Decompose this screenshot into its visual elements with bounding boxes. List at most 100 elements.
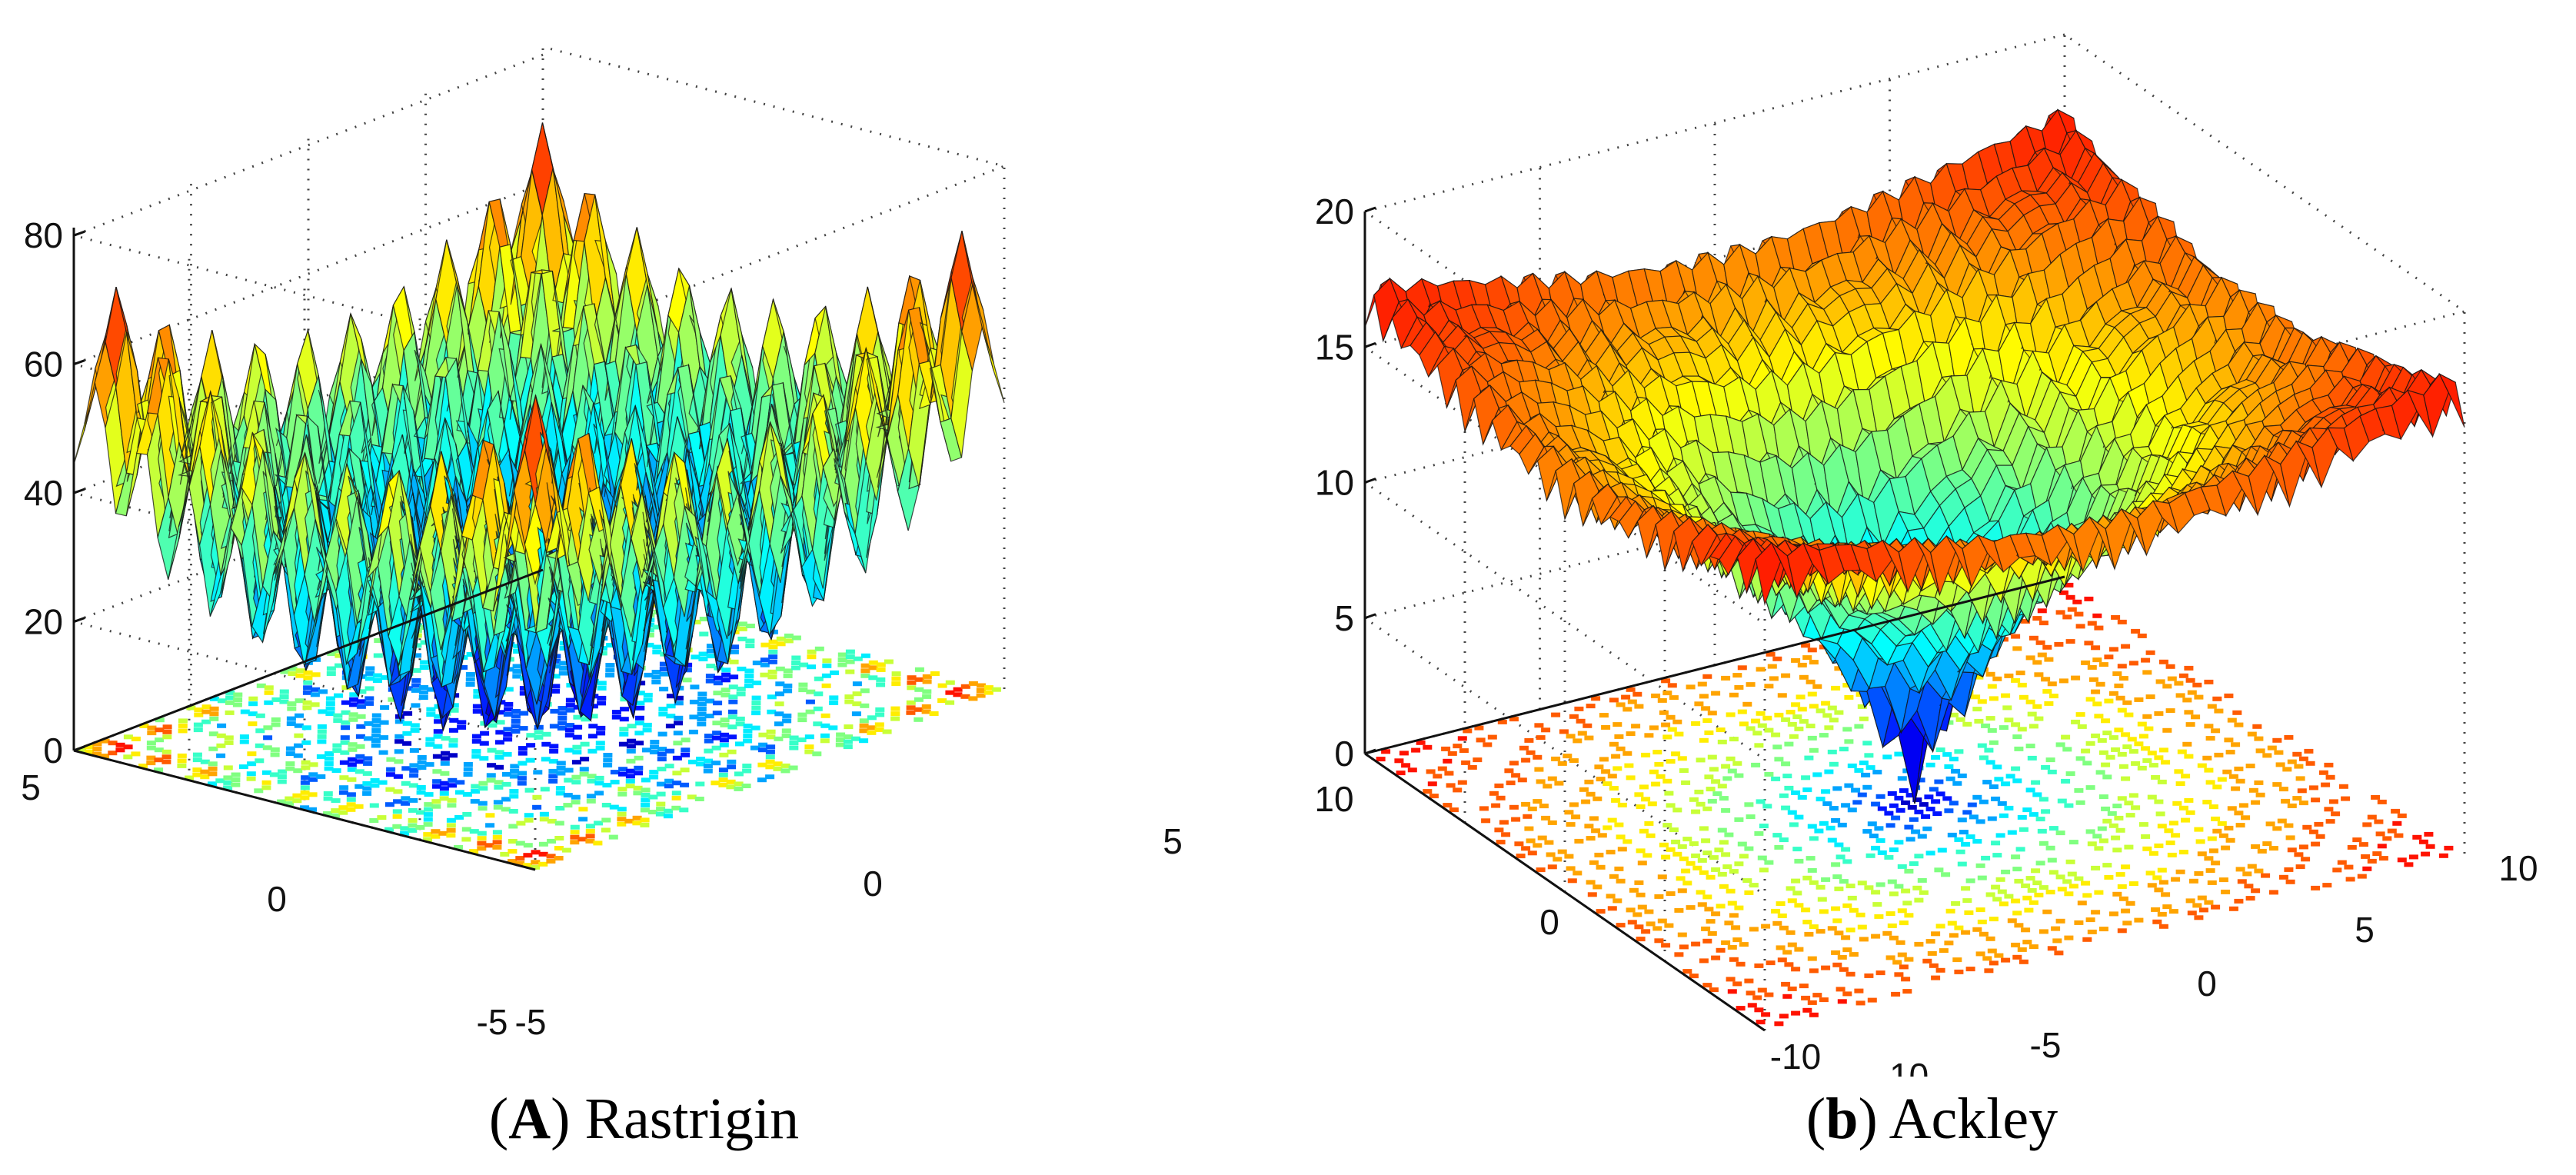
contour-mark: [1607, 817, 1617, 823]
contour-mark: [2158, 747, 2168, 753]
contour-mark: [1999, 901, 2009, 907]
contour-mark: [757, 777, 767, 783]
contour-mark: [2114, 815, 2124, 821]
contour-mark: [303, 680, 313, 685]
contour-mark: [2039, 797, 2048, 802]
contour-mark: [2131, 805, 2141, 811]
contour-mark: [1407, 767, 1417, 773]
contour-mark: [2019, 827, 2029, 832]
contour-mark: [874, 727, 884, 732]
contour-mark: [285, 801, 295, 807]
contour-mark: [2092, 657, 2102, 663]
contour-mark: [1877, 850, 1887, 855]
contour-mark: [2091, 689, 2101, 694]
contour-mark: [1827, 837, 1837, 843]
contour-mark: [1589, 860, 1599, 865]
contour-mark: [2087, 664, 2097, 670]
contour-mark: [2075, 756, 2085, 761]
contour-mark: [588, 704, 598, 709]
contour-mark: [1429, 794, 1439, 799]
contour-mark: [248, 701, 258, 707]
contour-mark: [303, 685, 313, 691]
contour-mark: [1734, 861, 1744, 867]
contour-mark: [503, 731, 513, 737]
x-axis: [73, 749, 536, 871]
contour-mark: [354, 769, 364, 774]
contour-mark: [1831, 817, 1841, 823]
contour-mark: [2301, 857, 2311, 862]
contour-mark: [432, 779, 442, 784]
contour-mark: [2207, 836, 2217, 841]
contour-mark: [2338, 784, 2348, 789]
contour-mark: [2082, 761, 2092, 766]
contour-mark: [248, 721, 258, 727]
contour-mark: [2108, 647, 2118, 652]
contour-mark: [721, 672, 731, 677]
contour-mark: [1794, 947, 1804, 952]
contour-mark: [720, 732, 730, 737]
contour-mark: [308, 762, 318, 767]
contour-mark: [371, 723, 381, 728]
contour-mark: [1794, 903, 1804, 908]
contour-mark: [2012, 954, 2022, 960]
contour-mark: [355, 734, 365, 739]
contour-mark: [891, 671, 901, 677]
contour-mark: [394, 749, 404, 754]
contour-mark: [339, 775, 349, 781]
contour-mark: [2152, 875, 2162, 880]
contour-mark: [1977, 875, 1987, 880]
contour-mark: [1736, 1006, 1746, 1011]
contour-mark: [431, 799, 441, 804]
contour-mark: [729, 674, 739, 680]
contour-mark: [557, 706, 567, 711]
contour-mark: [478, 786, 488, 791]
contour-mark: [681, 737, 691, 743]
contour-mark: [712, 711, 722, 716]
contour-mark: [292, 798, 302, 804]
contour-mark: [1975, 819, 1985, 824]
contour-mark: [2091, 733, 2101, 738]
contour-mark: [200, 769, 210, 774]
contour-mark: [1964, 910, 1974, 915]
contour-mark: [734, 786, 744, 791]
contour-mark: [914, 677, 924, 682]
contour-mark: [2302, 824, 2312, 830]
contour-mark: [2231, 786, 2241, 791]
contour-mark: [737, 621, 747, 627]
contour-mark: [2084, 596, 2094, 601]
contour-mark: [1819, 733, 1829, 738]
contour-mark: [711, 781, 721, 786]
contour-mark: [1941, 872, 1951, 877]
contour-mark: [557, 721, 567, 726]
contour-mark: [1519, 745, 1529, 751]
contour-mark: [513, 649, 523, 654]
contour-mark: [868, 660, 878, 665]
contour-mark: [1901, 888, 1911, 894]
contour-mark: [201, 719, 211, 724]
contour-mark: [721, 692, 731, 697]
contour-mark: [1514, 841, 1524, 847]
contour-mark: [1994, 777, 2004, 782]
contour-mark: [1862, 741, 1872, 746]
contour-mark: [1657, 918, 1667, 924]
contour-mark: [201, 709, 211, 714]
contour-mark: [2094, 846, 2104, 851]
contour-mark: [551, 664, 561, 669]
contour-mark: [744, 678, 754, 684]
contour-mark: [617, 821, 627, 827]
contour-mark: [1829, 761, 1839, 767]
contour-mark: [620, 697, 630, 702]
contour-mark: [2227, 806, 2237, 811]
contour-mark: [653, 624, 663, 630]
contour-mark: [1925, 762, 1935, 767]
contour-mark: [1807, 1000, 1817, 1005]
contour-mark: [339, 785, 349, 791]
contour-mark: [1914, 897, 1924, 903]
contour-mark: [1416, 740, 1426, 745]
contour-mark: [2102, 863, 2112, 868]
contour-mark: [1533, 799, 1543, 804]
contour-mark: [1812, 993, 1822, 998]
contour-mark: [711, 735, 721, 741]
contour-mark: [1742, 878, 1752, 884]
contour-mark: [1904, 868, 1914, 874]
